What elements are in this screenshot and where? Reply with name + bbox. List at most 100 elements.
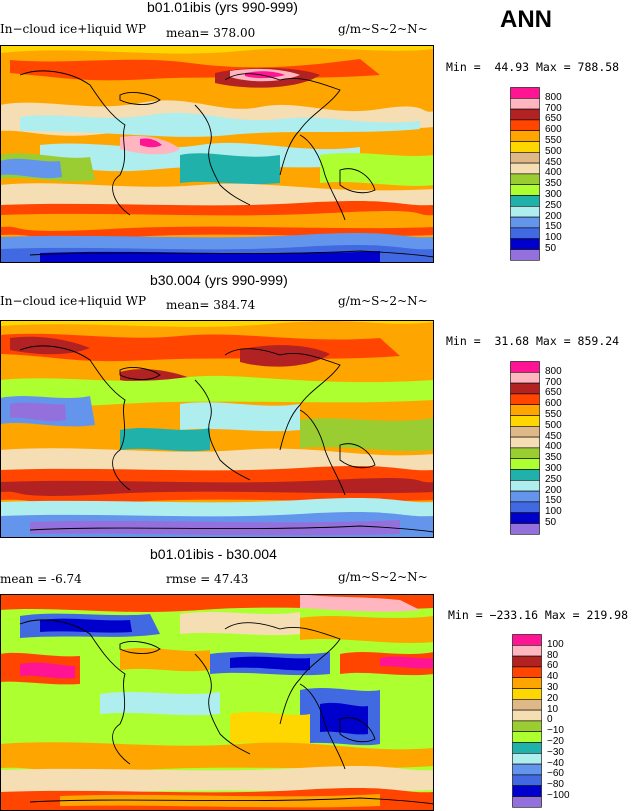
colorbar-level-label: 0 [547,714,553,726]
colorbar-swatch [510,372,540,384]
colorbar-level-label: −40 [547,757,564,769]
panel-1-title: b01.01ibis (yrs 990-999) [147,0,298,15]
colorbar-level-label: 60 [547,660,559,672]
colorbar-swatch [510,480,540,492]
colorbar-level-label: 50 [545,517,557,528]
colorbar-swatch [510,130,540,142]
panel-2-title: b30.004 (yrs 990-999) [150,272,288,288]
panel-3-colorbar-swatches [512,634,542,808]
colorbar-level-label: 500 [545,145,562,157]
colorbar-swatch [510,119,540,132]
colorbar-swatch [512,655,542,668]
colorbar-level-label: 350 [545,178,562,190]
colorbar-swatch [510,98,540,110]
colorbar-swatch [510,469,540,481]
panel-3-mean: mean = -6.74 [0,572,82,586]
colorbar-level-label: −10 [547,725,564,737]
colorbar-level-label: 450 [545,430,562,442]
colorbar-swatch [510,227,540,239]
panel-2-colorbar [510,361,540,535]
panel-2-minmax: Min = 31.68 Max = 859.24 [446,334,620,348]
panel-1-field-label: In−cloud ice+liquid WP [0,22,147,36]
colorbar-level-label: 300 [545,189,562,200]
panel-1-mean: mean= 378.00 [166,26,256,40]
panel-1-colorbar-swatches [510,87,540,261]
colorbar-level-label: 350 [545,452,562,464]
panel-2-field-label: In−cloud ice+liquid WP [0,294,147,308]
colorbar-swatch [510,249,540,261]
colorbar-level-label: 450 [545,156,562,168]
colorbar-level-label: 700 [545,376,562,388]
colorbar-swatch [510,152,540,164]
colorbar-swatch [510,162,540,175]
colorbar-level-label: 650 [545,387,562,399]
colorbar-level-label: −80 [547,779,564,791]
colorbar-swatch [510,501,540,513]
colorbar-swatch [510,490,540,503]
colorbar-swatch [510,108,540,121]
colorbar-swatch [512,785,542,797]
colorbar-level-label: 300 [545,463,562,474]
colorbar-level-label: 400 [545,441,562,453]
colorbar-level-label: 200 [545,484,562,496]
colorbar-swatch [512,709,542,722]
panel-3-minmax: Min = −233.16 Max = 219.98 [448,608,629,622]
colorbar-level-label: 700 [545,102,562,114]
colorbar-level-label: 10 [547,703,559,715]
colorbar-swatch [510,206,540,218]
colorbar-level-label: 150 [545,495,562,507]
season-label: ANN [500,6,552,33]
colorbar-swatch [512,634,542,646]
colorbar-swatch [512,753,542,765]
colorbar-swatch [510,141,540,153]
colorbar-swatch [512,699,542,711]
colorbar-swatch [510,458,540,470]
colorbar-swatch [510,173,540,186]
colorbar-level-label: 500 [545,419,562,431]
panel-3-title: b01.01ibis - b30.004 [150,546,277,562]
colorbar-swatch [510,87,540,99]
colorbar-level-label: 650 [545,113,562,125]
colorbar-swatch [510,238,540,250]
colorbar-swatch [510,447,540,460]
colorbar-swatch [510,404,540,416]
colorbar-level-label: −30 [547,746,564,758]
colorbar-level-label: 80 [547,649,559,661]
panel-2-units: g/m~S~2~N~ [338,294,428,308]
panel-1-map [0,45,434,263]
colorbar-level-label: 250 [545,473,562,485]
colorbar-level-label: 800 [545,365,562,377]
colorbar-level-label: 800 [545,91,562,103]
colorbar-swatch [510,184,540,196]
colorbar-swatch [510,523,540,535]
colorbar-level-label: 40 [547,671,559,683]
colorbar-level-label: 550 [545,409,562,420]
colorbar-swatch [512,645,542,657]
colorbar-level-label: 150 [545,221,562,233]
colorbar-level-label: 200 [545,210,562,222]
panel-2-colorbar-swatches [510,361,540,535]
colorbar-level-label: 30 [547,682,559,693]
colorbar-level-label: 20 [547,692,559,704]
colorbar-swatch [512,774,542,786]
panel-1-colorbar [510,87,540,261]
colorbar-swatch [510,426,540,438]
colorbar-level-label: −20 [547,736,564,747]
colorbar-swatch [512,688,542,700]
colorbar-swatch [510,361,540,373]
colorbar-level-label: 50 [545,243,557,254]
panel-3-units: g/m~S~2~N~ [338,570,428,584]
colorbar-swatch [512,796,542,808]
colorbar-swatch [512,742,542,754]
colorbar-swatch [510,393,540,406]
panel-3-rmse: rmse = 47.43 [166,572,249,586]
colorbar-swatch [510,415,540,427]
colorbar-swatch [512,731,542,743]
colorbar-level-label: 400 [545,167,562,179]
colorbar-level-label: 250 [545,199,562,211]
panel-3-colorbar [512,634,542,808]
colorbar-swatch [512,666,542,679]
colorbar-level-label: 100 [545,506,562,518]
colorbar-swatch [510,216,540,229]
colorbar-level-label: 600 [545,124,562,136]
